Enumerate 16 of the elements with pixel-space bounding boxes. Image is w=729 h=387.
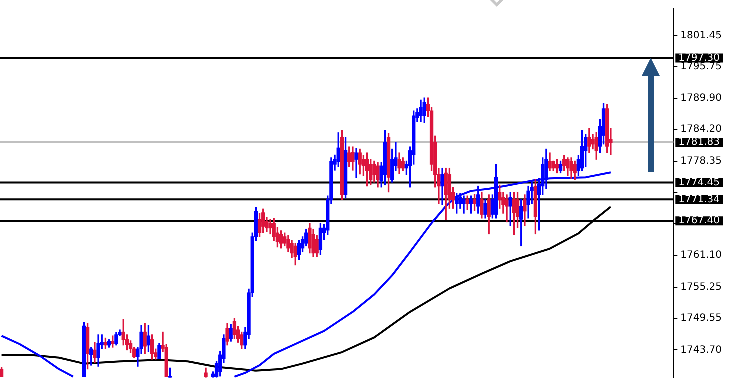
ref-line-label: 1797.30 [678,52,720,64]
y-tick-label: 1761.10 [680,250,722,262]
ref-line-label: 1774.45 [678,177,720,188]
ref-line-label: 1771.34 [678,194,720,206]
y-tick-label: 1801.45 [680,30,722,42]
y-tick-label: 1784.20 [680,124,722,136]
candlestick [462,196,466,214]
y-tick-label: 1743.70 [680,344,722,356]
ref-line-label: 1781.83 [678,137,720,148]
y-tick-label: 1778.35 [680,156,722,168]
y-tick-label: 1755.25 [680,282,722,293]
candlestick [354,148,358,178]
ref-line-label: 1767.40 [678,216,720,227]
y-tick-label: 1795.75 [680,61,722,72]
y-tick-label: 1789.90 [680,93,722,104]
y-tick-label: 1749.55 [680,312,722,324]
